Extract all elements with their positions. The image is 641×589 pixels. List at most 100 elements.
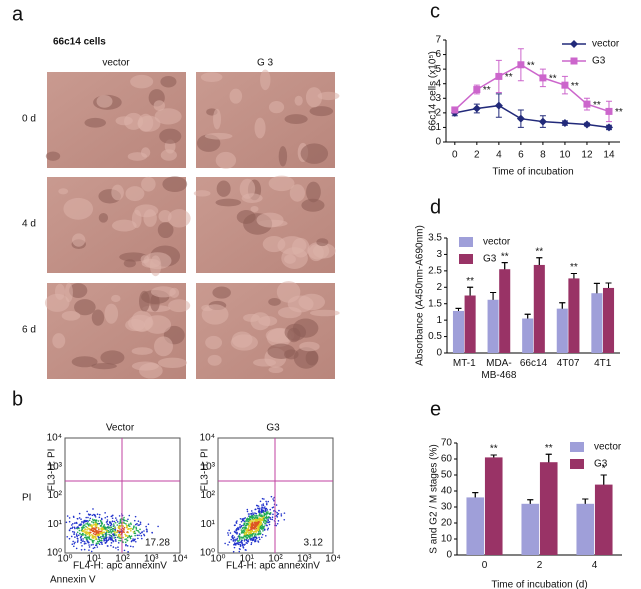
flow-event: [66, 515, 69, 517]
flow-event: [232, 550, 235, 553]
flow-event: [276, 522, 279, 525]
flow-event: [80, 521, 83, 523]
flow-event: [86, 529, 88, 531]
flow-event: [124, 541, 127, 544]
flow-event: [275, 514, 278, 517]
flow-event: [267, 500, 270, 503]
flow-event: [112, 533, 115, 535]
flow-event: [250, 520, 253, 522]
flow-event: [109, 524, 112, 527]
cell-region: [213, 108, 222, 130]
flow-event: [254, 530, 256, 532]
flow-event: [258, 507, 261, 510]
error-bar: [536, 257, 543, 265]
flow-event: [243, 523, 245, 526]
flow-event: [245, 528, 247, 531]
flow-event: [112, 546, 115, 548]
flow-event: [73, 542, 76, 545]
flow-event: [113, 527, 116, 530]
flow-event: [263, 498, 265, 500]
flow-event: [232, 540, 235, 542]
flow-event: [136, 522, 138, 525]
flow-event: [273, 510, 275, 512]
flow-event: [92, 537, 94, 539]
cell-region: [284, 323, 307, 341]
cell-region: [277, 236, 307, 255]
flow-event: [266, 524, 268, 527]
error-bar: [467, 286, 474, 296]
flow-event: [125, 535, 127, 537]
flow-event: [262, 516, 265, 518]
flow-tick-label: 10⁰: [47, 548, 62, 559]
flow-event: [112, 525, 115, 528]
legend-label: G3: [592, 56, 606, 67]
x-tick-label: 10: [559, 150, 571, 161]
flow-event: [114, 536, 117, 539]
cell-region: [308, 244, 324, 262]
flow-event: [132, 531, 135, 533]
bar: [602, 287, 615, 353]
flow-event: [100, 530, 103, 532]
flow-event: [267, 527, 270, 530]
flow-event: [128, 514, 131, 517]
cell-region: [140, 255, 150, 264]
y-tick-label: 0.5: [428, 331, 442, 342]
flow-event: [97, 532, 99, 535]
flow-axis-title: FL4-H: apc annexinV: [226, 561, 320, 572]
flow-event: [258, 521, 260, 523]
flow-event: [247, 540, 250, 543]
flow-event: [123, 549, 126, 552]
flow-event: [227, 534, 230, 536]
flow-tick-label: 10²: [115, 554, 130, 565]
flow-event: [272, 498, 274, 500]
flow-event: [257, 511, 260, 513]
flow-event: [276, 511, 278, 514]
flow-event: [114, 529, 117, 532]
flow-event: [117, 526, 120, 529]
flow-event: [76, 517, 79, 520]
flow-event: [94, 514, 96, 517]
flow-event: [139, 528, 141, 531]
flow-event: [113, 537, 116, 539]
cell-region: [204, 132, 233, 140]
flow-event: [273, 499, 275, 502]
flow-event: [94, 529, 97, 531]
flow-event: [112, 528, 115, 530]
flow-tick-label: 10²: [48, 490, 63, 501]
y-tick-label: 7: [435, 35, 441, 46]
flow-event: [125, 519, 127, 522]
bar: [568, 278, 580, 353]
flow-event: [116, 524, 119, 526]
flow-event: [86, 526, 89, 529]
flow-event: [115, 517, 117, 519]
flow-event: [266, 528, 269, 531]
flow-event: [269, 518, 272, 520]
flow-tick-label: 10²: [268, 554, 283, 565]
bar: [539, 462, 558, 555]
flow-event: [132, 538, 134, 540]
error-bar: [593, 282, 600, 294]
bar: [487, 299, 499, 353]
flow-event: [263, 521, 265, 524]
flow-event: [151, 531, 153, 534]
row-label: 4 d: [22, 219, 36, 230]
flow-event: [72, 530, 74, 533]
cell-region: [284, 114, 308, 124]
flow-event: [236, 533, 238, 535]
flow-event: [94, 533, 97, 536]
flow-event: [265, 502, 268, 504]
cell-region: [243, 313, 260, 322]
flow-event: [238, 550, 241, 553]
flow-event: [111, 538, 113, 540]
flow-event: [126, 539, 129, 542]
significance: **: [501, 251, 509, 262]
flow-event: [117, 548, 119, 551]
flow-event: [277, 520, 280, 522]
point: [495, 72, 503, 80]
flow-event: [250, 512, 253, 515]
flow-event: [76, 527, 79, 530]
flow-event: [231, 535, 234, 537]
flow-title: Vector: [106, 423, 135, 434]
cell-region: [230, 334, 258, 351]
flow-event: [115, 547, 117, 549]
